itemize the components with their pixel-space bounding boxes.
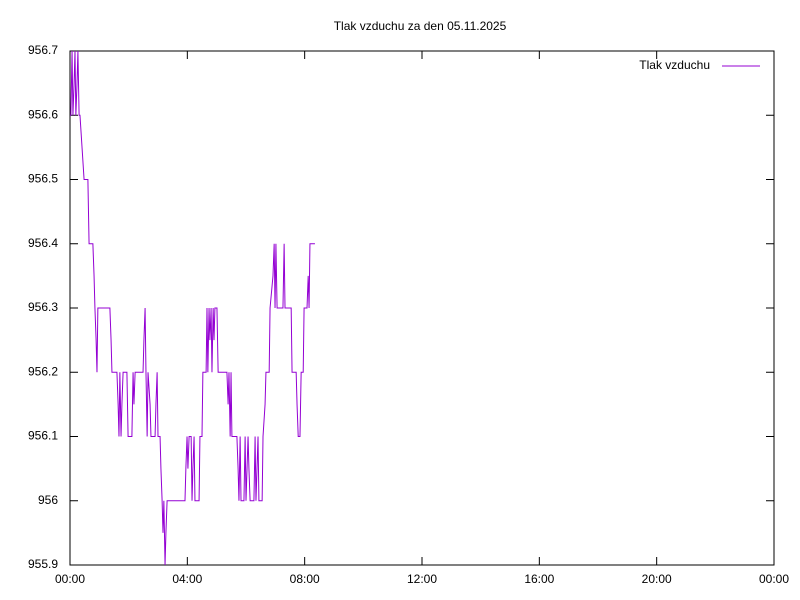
x-tick-label: 04:00 xyxy=(172,572,202,586)
y-tick-label: 956.2 xyxy=(28,364,58,378)
x-tick-label: 12:00 xyxy=(407,572,437,586)
x-tick-label: 20:00 xyxy=(642,572,672,586)
x-tick-label: 16:00 xyxy=(524,572,554,586)
x-tick-label: 00:00 xyxy=(759,572,789,586)
chart-title: Tlak vzduchu za den 05.11.2025 xyxy=(334,19,507,33)
y-tick-label: 956.4 xyxy=(28,236,58,250)
y-tick-label: 956 xyxy=(38,493,58,507)
y-tick-label: 956.5 xyxy=(28,172,58,186)
legend-label: Tlak vzduchu xyxy=(639,58,710,72)
y-tick-label: 956.6 xyxy=(28,107,58,121)
x-tick-label: 00:00 xyxy=(55,572,85,586)
y-tick-label: 955.9 xyxy=(28,557,58,571)
data-line xyxy=(70,50,315,566)
x-tick-label: 08:00 xyxy=(290,572,320,586)
y-tick-label: 956.7 xyxy=(28,43,58,57)
y-tick-label: 956.3 xyxy=(28,300,58,314)
y-tick-label: 956.1 xyxy=(28,429,58,443)
